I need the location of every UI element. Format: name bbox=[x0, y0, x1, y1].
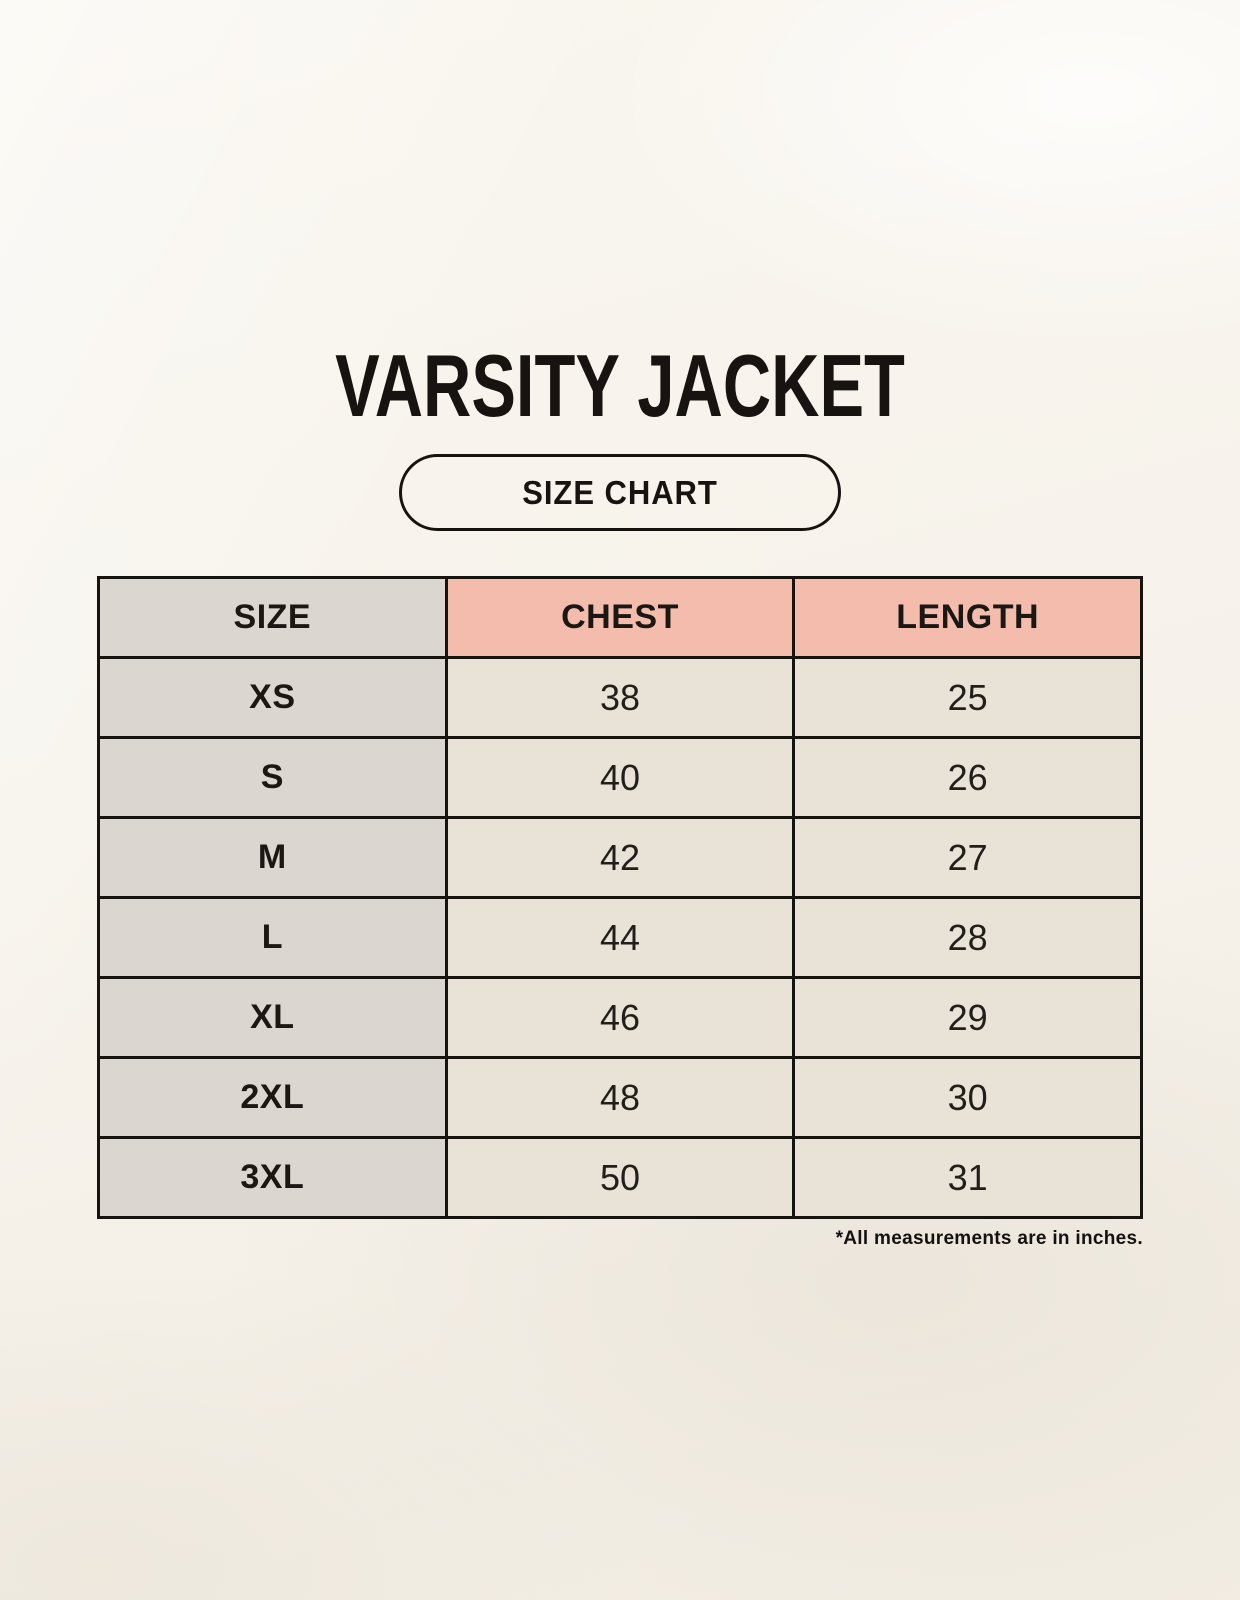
chest-value: 44 bbox=[444, 896, 796, 979]
product-title: VARSITY JACKET bbox=[335, 336, 905, 435]
measurements-note: *All measurements are in inches. bbox=[835, 1228, 1143, 1249]
length-value: 29 bbox=[792, 976, 1143, 1059]
table-row: M 42 27 bbox=[97, 816, 1143, 899]
length-value: 25 bbox=[792, 656, 1143, 739]
size-chart-badge: SIZE CHART bbox=[399, 454, 841, 531]
column-header-length: LENGTH bbox=[792, 576, 1143, 659]
length-value: 26 bbox=[792, 736, 1143, 819]
chest-value: 40 bbox=[444, 736, 796, 819]
chest-value: 46 bbox=[444, 976, 796, 1059]
table-row: XL 46 29 bbox=[97, 976, 1143, 1059]
size-label: 2XL bbox=[97, 1056, 448, 1139]
size-label: S bbox=[97, 736, 448, 819]
table-header-row: SIZE CHEST LENGTH bbox=[97, 576, 1143, 659]
size-label: 3XL bbox=[97, 1136, 448, 1219]
length-value: 30 bbox=[792, 1056, 1143, 1139]
size-label: XS bbox=[97, 656, 448, 739]
table-row: XS 38 25 bbox=[97, 656, 1143, 739]
length-value: 31 bbox=[792, 1136, 1143, 1219]
chest-value: 48 bbox=[444, 1056, 796, 1139]
size-chart-table: SIZE CHEST LENGTH XS 38 25 S 40 26 M 42 … bbox=[97, 576, 1143, 1219]
size-chart-badge-label: SIZE CHART bbox=[522, 473, 718, 511]
table-row: L 44 28 bbox=[97, 896, 1143, 979]
size-label: L bbox=[97, 896, 448, 979]
length-value: 28 bbox=[792, 896, 1143, 979]
length-value: 27 bbox=[792, 816, 1143, 899]
size-chart-page: VARSITY JACKET SIZE CHART SIZE CHEST LEN… bbox=[97, 0, 1143, 1250]
table-row: S 40 26 bbox=[97, 736, 1143, 819]
chest-value: 42 bbox=[444, 816, 796, 899]
table-row: 3XL 50 31 bbox=[97, 1136, 1143, 1219]
column-header-chest: CHEST bbox=[444, 576, 796, 659]
table-row: 2XL 48 30 bbox=[97, 1056, 1143, 1139]
size-label: M bbox=[97, 816, 448, 899]
chest-value: 38 bbox=[444, 656, 796, 739]
size-label: XL bbox=[97, 976, 448, 1059]
chest-value: 50 bbox=[444, 1136, 796, 1219]
column-header-size: SIZE bbox=[97, 576, 448, 659]
